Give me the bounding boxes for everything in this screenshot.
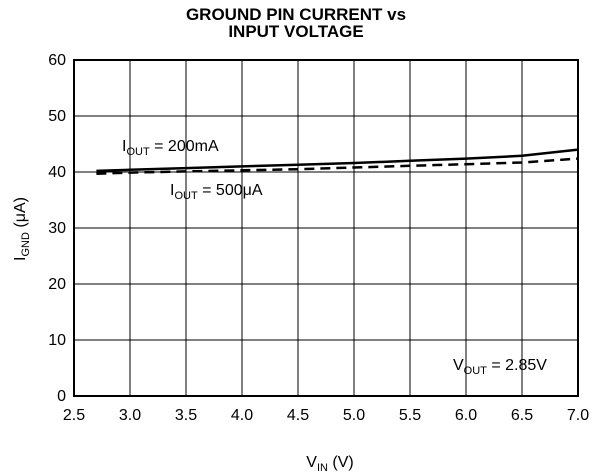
series-line-500ua (96, 157, 579, 175)
annotation-vout-main: V (453, 357, 464, 374)
series-layer (96, 148, 579, 175)
chart-title-line-2: INPUT VOLTAGE (228, 22, 364, 41)
chart-title-line-1: GROUND PIN CURRENT vs (185, 5, 407, 24)
x-tick-label: 5.5 (399, 407, 421, 424)
y-axis-label: IGND (μA) (12, 197, 32, 261)
y-tick-label: 60 (48, 52, 66, 69)
y-axis-label-unit: (μA) (12, 197, 29, 232)
y-tick-label: 50 (48, 108, 66, 125)
x-axis-label-main: V (306, 454, 317, 471)
y-tick-label: 40 (48, 164, 66, 181)
x-tick-label: 6.0 (455, 407, 477, 424)
y-axis-label-main: I (12, 257, 29, 261)
annotation-500ua-sub: OUT (174, 190, 198, 202)
plot-frame (73, 59, 579, 397)
chart-title: GROUND PIN CURRENT vs INPUT VOLTAGE (0, 6, 592, 40)
x-tick-label: 2.5 (63, 407, 85, 424)
x-axis-label: VIN (V) (306, 454, 353, 473)
x-tick-label: 7.0 (567, 407, 589, 424)
x-tick-label: 3.5 (175, 407, 197, 424)
annotation-500ua-rest: = 500μA (198, 182, 263, 199)
x-axis-label-unit: (V) (328, 454, 354, 471)
annotation-vout-sub: OUT (464, 365, 488, 377)
y-tick-label: 20 (48, 276, 66, 293)
annotation-500ua-main: I (170, 182, 174, 199)
y-axis-label-sub: GND (20, 232, 32, 257)
grid (73, 59, 579, 397)
y-tick-label: 30 (48, 220, 66, 237)
series-line-200ma (96, 148, 579, 173)
y-tick-label: 0 (57, 388, 66, 405)
annotation-200ma-main: I (122, 138, 126, 155)
annotation-200ma-sub: OUT (126, 146, 150, 158)
x-tick-label: 4.5 (287, 407, 309, 424)
x-tick-label: 4.0 (231, 407, 253, 424)
x-tick-label: 5.0 (343, 407, 365, 424)
x-tick-label: 6.5 (511, 407, 533, 424)
x-tick-label: 3.0 (119, 407, 141, 424)
y-tick-label: 10 (48, 332, 66, 349)
annotation-200ma: IOUT = 200mA (122, 138, 219, 158)
annotation-500ua: IOUT = 500μA (170, 182, 263, 202)
annotation-200ma-rest: = 200mA (150, 138, 219, 155)
annotation-vout: VOUT = 2.85V (453, 357, 547, 377)
tick-labels: 2.5 3.0 3.5 4.0 4.5 5.0 5.5 6.0 6.5 7.0 0 10 20 30 40 5… (48, 52, 589, 424)
annotation-vout-rest: = 2.85V (487, 357, 547, 374)
x-axis-label-sub: IN (317, 462, 328, 473)
